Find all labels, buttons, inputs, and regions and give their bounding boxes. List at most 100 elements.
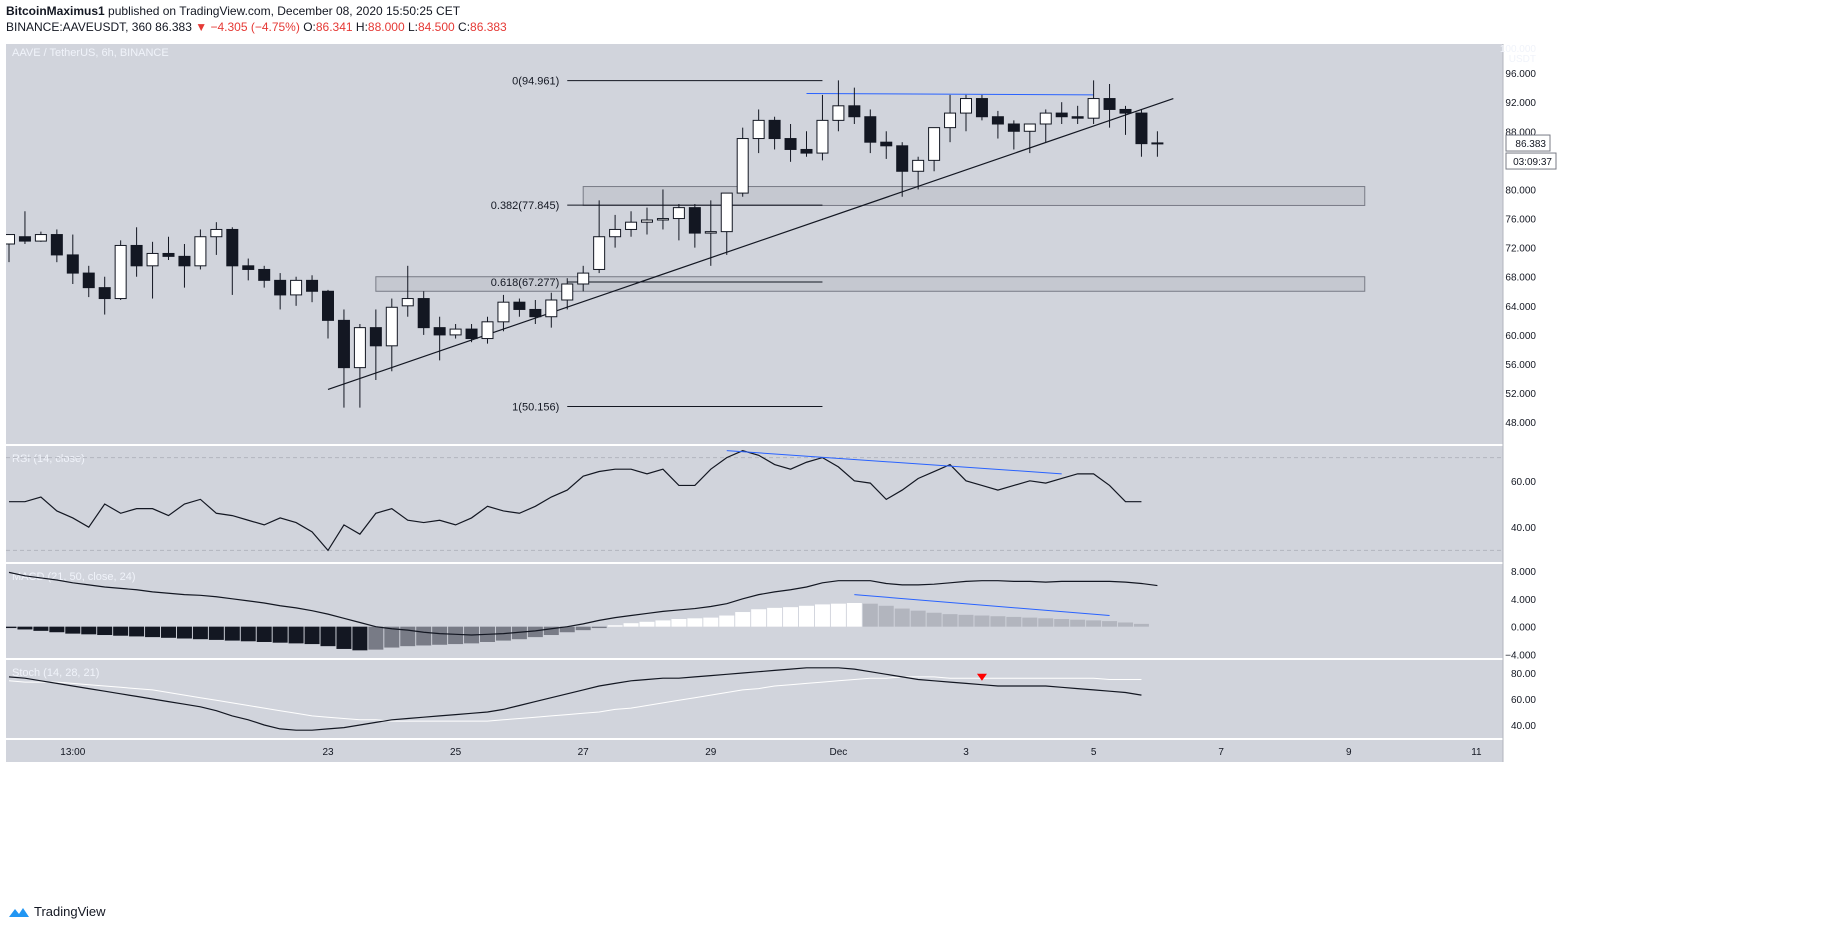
macd-histogram-bar: [272, 626, 288, 643]
macd-histogram-bar: [783, 607, 799, 627]
candle-down: [896, 145, 909, 172]
candle-down: [975, 98, 988, 118]
time-tick-label: 29: [705, 747, 717, 758]
candle-down: [513, 301, 526, 310]
macd-histogram-bar: [320, 626, 336, 647]
footer: TradingView: [8, 904, 106, 919]
candle-down: [529, 308, 542, 318]
stoch-d-line: [8, 676, 1142, 722]
stoch-tick-label: 60.00: [1511, 695, 1536, 706]
macd-histogram-bar: [208, 626, 224, 640]
chart-area[interactable]: AAVE / TetherUS, 6h, BINANCE 100.000 USDT 9…: [1, 44, 1822, 896]
candle-down: [991, 116, 1004, 125]
close-value: 86.383: [470, 20, 507, 34]
macd-histogram-bar: [735, 612, 751, 627]
fib-level-label: 0.618(67.277): [491, 277, 560, 289]
macd-histogram-bar: [288, 626, 304, 644]
macd-label: MACD (21, 50, close, 24): [12, 571, 136, 583]
macd-histogram-bar: [240, 626, 256, 642]
macd-histogram-bar: [607, 625, 623, 627]
candle-up: [641, 219, 653, 223]
symbol-label: BINANCE:AAVEUSDT, 360: [6, 20, 152, 34]
macd-histogram-bar: [1102, 621, 1118, 627]
pane-main-bg: [6, 44, 1503, 444]
rsi-label: RSI (14, close): [12, 453, 85, 465]
time-tick-label: 7: [1218, 747, 1224, 758]
candle-up: [561, 283, 574, 301]
macd-histogram-bar: [1070, 619, 1086, 627]
candle-up: [928, 127, 941, 161]
candle-down: [66, 254, 79, 274]
rsi-tick-label: 40.00: [1511, 523, 1536, 534]
candle-up: [497, 301, 510, 323]
candle-down: [369, 327, 382, 347]
candle-down: [274, 279, 287, 296]
time-tick-label: 9: [1346, 747, 1352, 758]
time-tick-label: 27: [578, 747, 590, 758]
macd-histogram-bar: [814, 604, 830, 627]
candle-down: [1007, 123, 1020, 132]
time-tick-label: 13:00: [60, 747, 85, 758]
candle-down: [417, 298, 430, 329]
price-tick-label: 48.000: [1505, 418, 1536, 429]
price-tick-label: 92.000: [1505, 98, 1536, 109]
macd-histogram-bar: [1133, 623, 1149, 627]
brand-name[interactable]: TradingView: [34, 904, 106, 919]
candle-up: [736, 138, 749, 194]
macd-histogram-bar: [799, 605, 814, 627]
publish-text: published on TradingView.com, December 0…: [108, 4, 461, 18]
candle-down: [800, 148, 813, 154]
macd-histogram-bar: [145, 626, 161, 638]
price-tick-label: 88.000: [1505, 127, 1536, 138]
price-tick-label: 72.000: [1505, 244, 1536, 255]
macd-histogram-bar: [400, 626, 416, 647]
low-label: L:: [407, 20, 418, 34]
candle-up: [545, 299, 558, 318]
candle-up: [704, 231, 717, 234]
macd-histogram-bar: [1118, 622, 1133, 627]
stoch-label: Stoch (14, 28, 21): [12, 667, 99, 679]
candle-up: [114, 244, 127, 300]
price-unit-label: USDT: [1509, 54, 1536, 65]
fib-level-label: 0.382(77.845): [491, 200, 560, 212]
macd-histogram-bar: [384, 626, 400, 648]
candle-up: [944, 112, 957, 129]
rsi-tick-label: 60.00: [1511, 477, 1536, 488]
macd-histogram-bar: [751, 609, 767, 627]
candle-up: [210, 228, 223, 238]
last-price-label: 86.383: [1515, 139, 1546, 150]
macd-histogram-bar: [655, 620, 671, 627]
macd-histogram-bar: [990, 616, 1006, 627]
rsi-line: [9, 450, 1142, 552]
macd-histogram-bar: [926, 612, 942, 627]
candle-up: [353, 327, 366, 369]
countdown-box: [1505, 152, 1557, 170]
candle-down: [1135, 112, 1148, 145]
macd-histogram-bar: [575, 626, 591, 631]
candle-down: [130, 244, 143, 267]
candle-down: [880, 141, 893, 147]
macd-histogram-bar: [543, 626, 559, 636]
macd-histogram-bar: [129, 626, 145, 637]
time-tick-label: 5: [1091, 747, 1097, 758]
price-tick-top: 100.000: [1500, 44, 1537, 55]
macd-histogram-bar: [1006, 616, 1022, 627]
macd-histogram-bar: [958, 614, 974, 627]
pane-stoch-bg: [6, 660, 1503, 738]
macd-histogram-bar: [432, 626, 448, 645]
author-name[interactable]: BitcoinMaximus1: [6, 4, 105, 18]
macd-line: [8, 571, 1158, 636]
pane-rsi-bg: [6, 446, 1503, 562]
price-tick-label: 64.000: [1505, 302, 1536, 313]
macd-histogram-bar: [336, 626, 352, 649]
candle-down: [306, 279, 319, 292]
macd-tick-label: 4.000: [1511, 595, 1536, 606]
candle-down: [258, 268, 271, 281]
macd-histogram-bar: [639, 621, 655, 627]
macd-histogram-bar: [1086, 620, 1102, 627]
macd-tick-label: 8.000: [1511, 567, 1536, 578]
price-tick-label: 76.000: [1505, 215, 1536, 226]
macd-histogram-bar: [910, 610, 926, 627]
macd-histogram-bar: [97, 626, 113, 636]
